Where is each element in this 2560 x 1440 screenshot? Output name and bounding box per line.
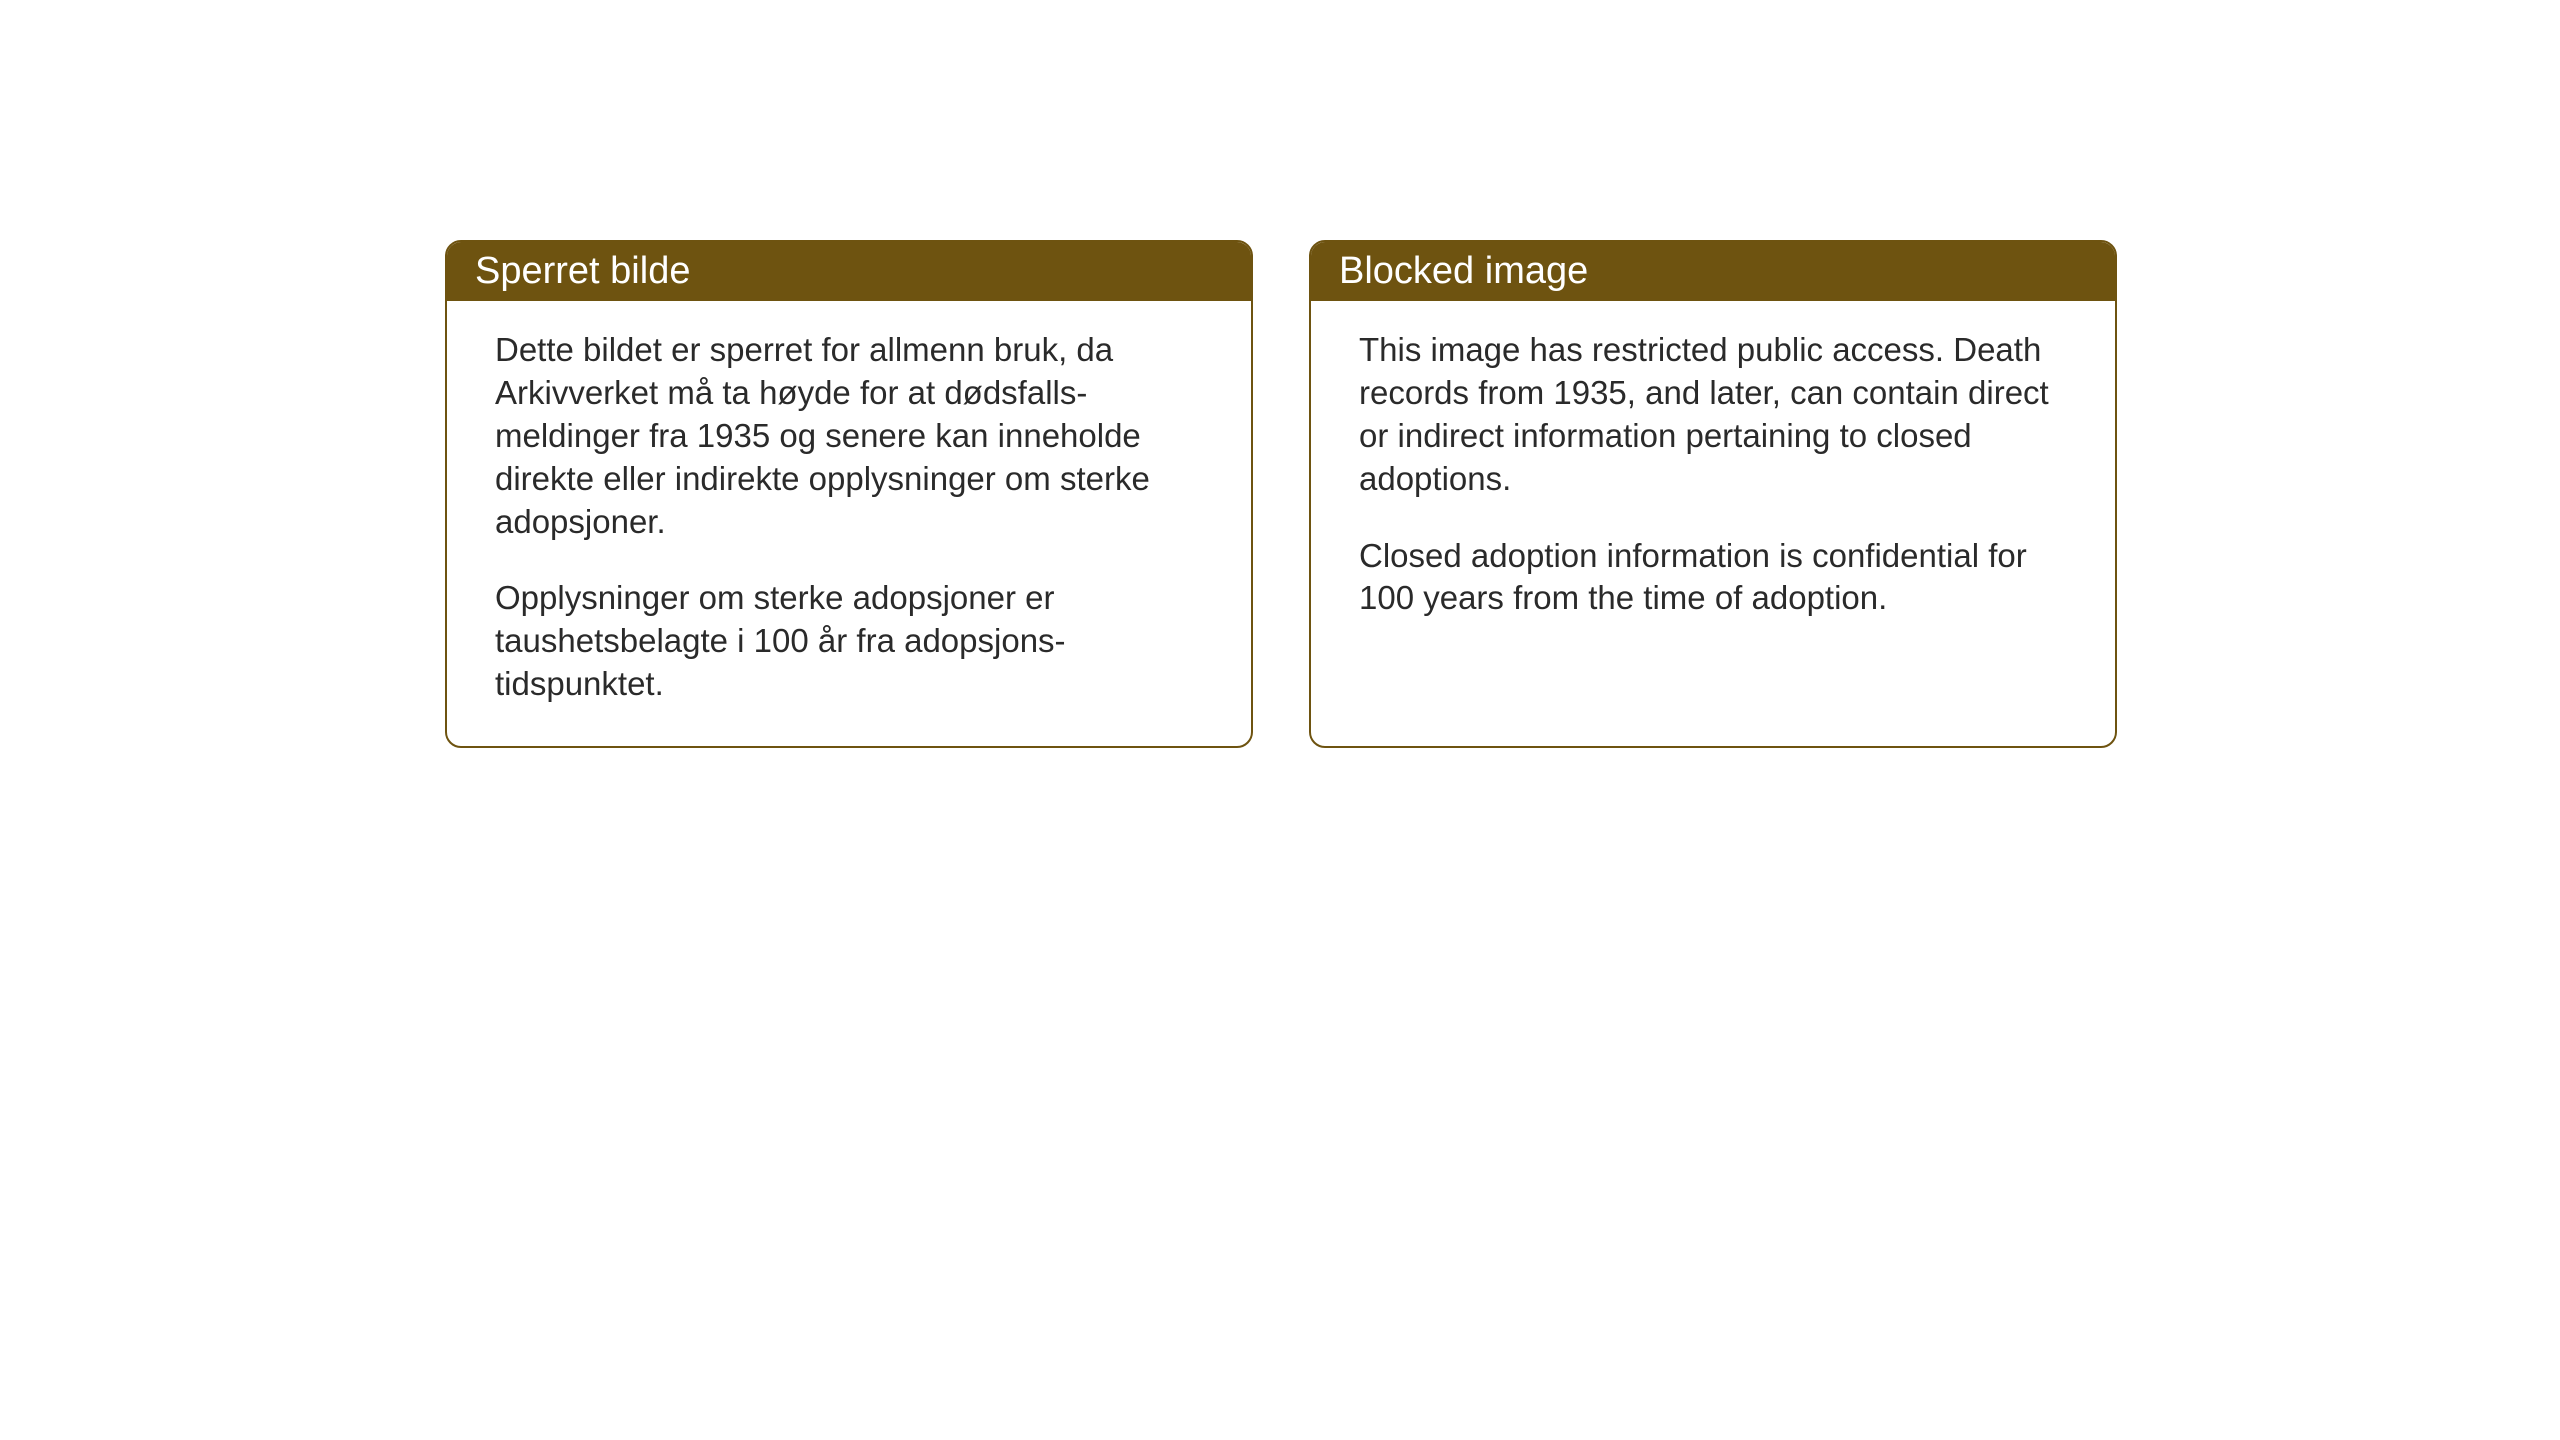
notice-box-norwegian: Sperret bilde Dette bildet er sperret fo… — [445, 240, 1253, 748]
notice-header-text: Blocked image — [1339, 250, 1588, 292]
notice-header-norwegian: Sperret bilde — [447, 242, 1251, 301]
notice-body-norwegian: Dette bildet er sperret for allmenn bruk… — [447, 301, 1251, 746]
notices-container: Sperret bilde Dette bildet er sperret fo… — [445, 240, 2117, 748]
notice-body-english: This image has restricted public access.… — [1311, 301, 2115, 741]
notice-paragraph: Closed adoption information is confident… — [1359, 535, 2067, 621]
notice-header-english: Blocked image — [1311, 242, 2115, 301]
notice-paragraph: This image has restricted public access.… — [1359, 329, 2067, 501]
notice-paragraph: Dette bildet er sperret for allmenn bruk… — [495, 329, 1203, 543]
notice-paragraph: Opplysninger om sterke adopsjoner er tau… — [495, 577, 1203, 706]
notice-header-text: Sperret bilde — [475, 250, 690, 292]
notice-box-english: Blocked image This image has restricted … — [1309, 240, 2117, 748]
